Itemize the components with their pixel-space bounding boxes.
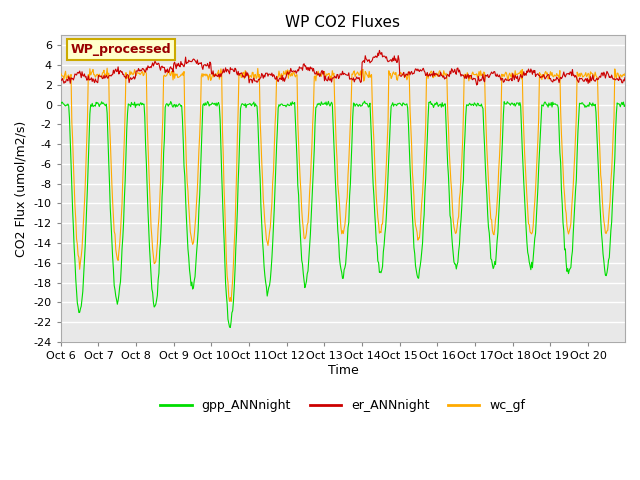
X-axis label: Time: Time: [328, 364, 358, 377]
Y-axis label: CO2 Flux (umol/m2/s): CO2 Flux (umol/m2/s): [15, 120, 28, 257]
Text: WP_processed: WP_processed: [71, 43, 172, 56]
Legend: gpp_ANNnight, er_ANNnight, wc_gf: gpp_ANNnight, er_ANNnight, wc_gf: [156, 394, 531, 417]
Title: WP CO2 Fluxes: WP CO2 Fluxes: [285, 15, 401, 30]
